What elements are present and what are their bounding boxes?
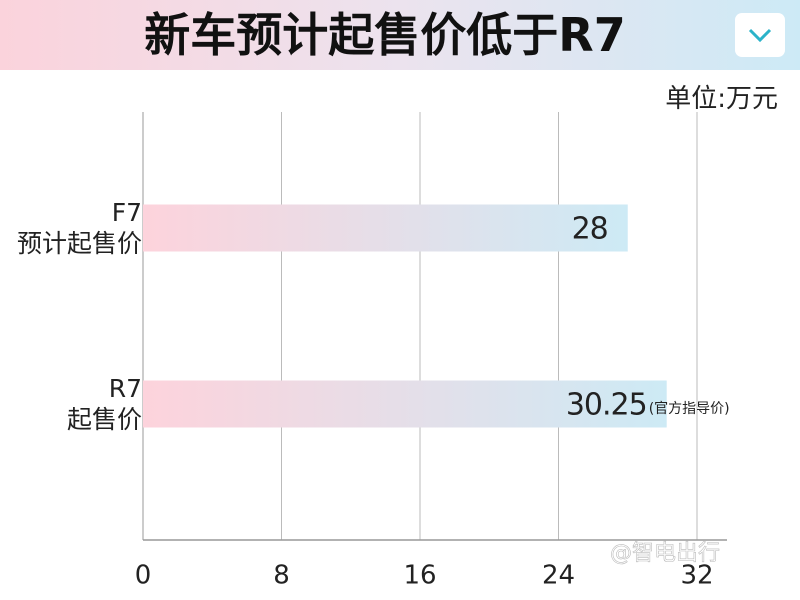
- chevron-icon: [748, 28, 772, 43]
- bar: [143, 204, 628, 252]
- unit-label: 单位:万元: [665, 84, 778, 114]
- collapse-button[interactable]: [735, 13, 785, 57]
- chart-title: 新车预计起售价低于R7: [144, 8, 626, 62]
- x-tick-label: 8: [273, 561, 290, 591]
- title-banner: [0, 0, 800, 70]
- value-label: 28: [572, 212, 608, 247]
- x-tick-label: 0: [135, 561, 152, 591]
- x-tick-label: 16: [403, 561, 436, 591]
- x-tick-label: 24: [542, 561, 575, 591]
- category-label: R7 起售价: [66, 374, 142, 434]
- category-label: F7 预计起售价: [16, 198, 142, 258]
- x-tick-label: 32: [680, 561, 713, 591]
- annotation: (官方指导价): [649, 401, 730, 417]
- bar: [143, 380, 667, 428]
- watermark: @智电出行: [610, 541, 720, 566]
- value-label: 30.25: [566, 388, 647, 423]
